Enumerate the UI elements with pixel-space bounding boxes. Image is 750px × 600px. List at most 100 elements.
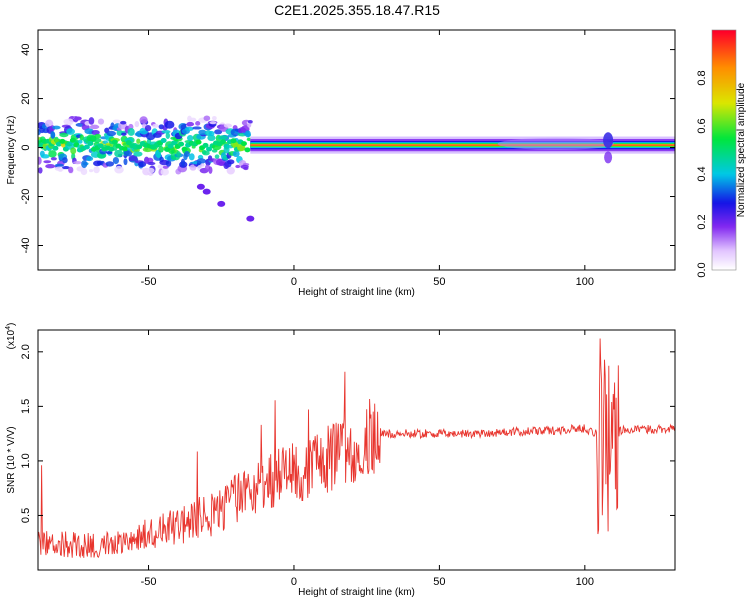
spectrogram-cell [176,151,181,158]
spectrogram-cell [226,166,235,175]
x-tick-label: 50 [433,276,445,288]
spectrogram-cell [244,147,251,153]
colorbar-swatch [712,134,736,137]
spectrogram-cell [181,146,188,152]
spectrogram-cell [164,120,175,129]
colorbar-swatch [712,82,736,85]
figure-title: C2E1.2025.355.18.47.R15 [274,2,440,18]
colorbar-swatch [712,136,736,139]
spectrogram-cell [167,143,174,149]
y-tick-label: -20 [20,189,32,205]
colorbar-swatch [712,102,736,105]
colorbar-swatch [712,210,736,213]
spectrogram-cell [50,157,57,161]
spectrogram-cell [50,131,56,139]
spectrogram-cell [88,169,94,173]
spectrogram-cell [136,144,143,150]
colorbar-swatch [712,204,736,207]
colorbar-swatch [712,162,736,165]
colorbar-swatch [712,202,736,205]
colorbar-swatch [712,68,736,71]
spectrogram-cell [189,117,197,122]
spectrogram-cell [219,139,226,145]
spectrogram-cell [38,156,42,165]
spectrogram-cell [202,188,211,195]
colorbar-swatch [712,252,736,255]
colorbar-swatch [712,98,736,101]
spectrogram-cell [88,117,95,125]
spectrogram-cell [165,132,171,140]
colorbar-swatch [712,142,736,145]
colorbar-swatch [712,40,736,43]
colorbar-swatch [712,110,736,113]
colorbar-swatch [712,228,736,231]
spectrogram-cell [146,167,155,174]
colorbar-swatch [712,88,736,91]
colorbar-swatch [712,36,736,39]
colorbar-swatch [712,254,736,257]
spectrogram-cell [68,166,74,174]
colorbar-swatch [712,158,736,161]
colorbar-swatch [712,104,736,107]
spectrogram-cell [52,145,59,151]
spectrogram-cell [211,115,217,121]
spectrogram-frame [37,29,676,271]
colorbar-swatch [712,232,736,235]
colorbar-swatch [712,96,736,99]
colorbar-swatch [712,160,736,163]
spectrogram-cell [111,139,118,145]
colorbar-tick-label: 0.8 [696,70,708,85]
colorbar-swatch [712,50,736,53]
spectrogram-cell [227,159,235,165]
colorbar-swatch [712,240,736,243]
colorbar-swatch [712,234,736,237]
spectrogram-cell [59,132,69,138]
spectrogram-cell [160,137,167,143]
spectrogram-cell [54,163,64,168]
spectrogram-cell [123,158,128,166]
spectrogram-cell [195,139,202,145]
spectrogram-cell [138,161,147,168]
colorbar-swatch [712,200,736,203]
colorbar-swatch [712,226,736,229]
spectrogram-band [250,144,675,146]
spectrogram-cell [144,124,152,132]
x-tick-label: 0 [291,576,297,588]
colorbar-swatch [712,156,736,159]
colorbar: 0.0 0.2 0.4 0.6 0.8 Normalized spectral ampli… [696,29,747,278]
spectrogram-cell [232,150,240,158]
spectrogram-cell [114,165,124,174]
colorbar-swatch [712,78,736,81]
colorbar-swatch [712,48,736,51]
x-axis-label: Height of straight line (km) [298,287,415,298]
colorbar-swatch [712,86,736,89]
spectrogram-cell [196,183,205,190]
colorbar-swatch [712,188,736,191]
colorbar-swatch [712,222,736,225]
spectrogram-cell [244,130,251,138]
y-tick-label: 0 [20,144,32,150]
colorbar-swatch [712,184,736,187]
colorbar-swatch [712,168,736,171]
spectrogram-cell [217,200,226,207]
spectrogram-cell [52,125,61,130]
spectrogram-cell [161,130,171,134]
colorbar-frame [711,29,737,271]
spectrogram-cell [147,161,156,166]
spectrogram-cell [186,134,194,142]
colorbar-swatch [712,256,736,259]
colorbar-swatch [712,52,736,55]
colorbar-swatch [712,198,736,201]
colorbar-swatch [712,196,736,199]
spectrogram-cell [152,123,159,128]
spectrogram-cell [59,138,66,144]
spectrogram-cell [223,123,233,128]
spectrogram-cell [112,119,121,124]
colorbar-swatch [712,244,736,247]
colorbar-swatch [712,154,736,157]
colorbar-swatch [712,174,736,177]
colorbar-swatch [712,260,736,263]
colorbar-swatch [712,268,736,271]
colorbar-swatch [712,90,736,93]
